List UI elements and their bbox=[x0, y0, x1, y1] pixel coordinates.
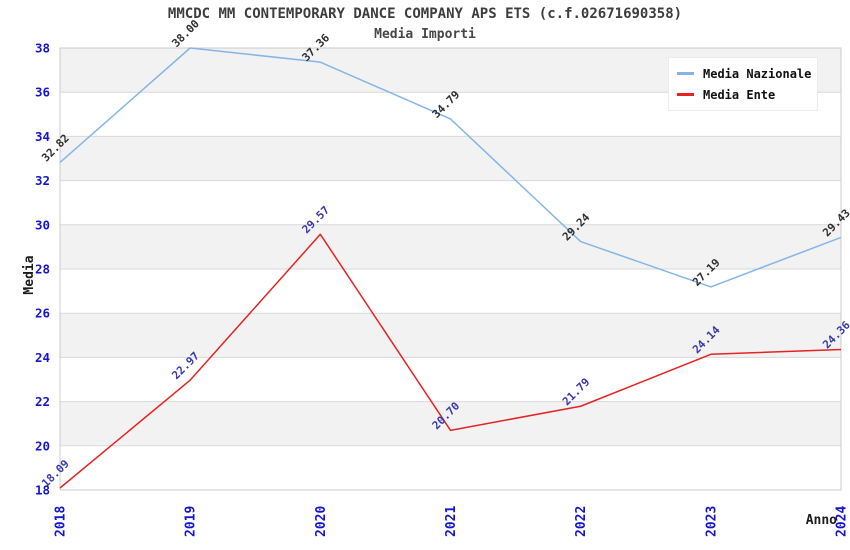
y-tick-label: 30 bbox=[35, 217, 50, 232]
y-tick-label: 26 bbox=[35, 306, 50, 321]
y-tick-label: 36 bbox=[35, 85, 50, 100]
media-nazionale-line-swatch bbox=[677, 72, 694, 75]
x-tick-label: 2021 bbox=[444, 506, 459, 537]
y-tick-label: 22 bbox=[35, 394, 50, 409]
y-tick-label: 20 bbox=[35, 438, 50, 453]
x-tick-label: 2019 bbox=[184, 506, 199, 537]
y-tick-label: 32 bbox=[35, 173, 50, 188]
plot-band bbox=[60, 313, 841, 358]
x-tick-label: 2020 bbox=[314, 506, 329, 537]
plot-border bbox=[59, 47, 842, 491]
x-tick-label: 2022 bbox=[574, 506, 589, 537]
series-line-1 bbox=[59, 233, 842, 489]
legend-item-media-ente: Media Ente bbox=[677, 84, 809, 105]
plot-band bbox=[60, 445, 841, 490]
x-tick-label: 2023 bbox=[704, 506, 719, 537]
plot-band bbox=[60, 269, 841, 314]
x-tick-label: 2018 bbox=[54, 506, 69, 537]
y-tick-label: 24 bbox=[35, 350, 50, 365]
chart-subtitle: Media Importi bbox=[374, 27, 476, 42]
media-ente-line-swatch bbox=[677, 93, 694, 96]
legend-label-media-nazionale: Media Nazionale bbox=[703, 66, 812, 81]
chart-title: MMCDC MM CONTEMPORARY DANCE COMPANY APS … bbox=[167, 6, 683, 22]
plot-band bbox=[60, 224, 841, 269]
x-axis-label: Anno bbox=[806, 513, 837, 528]
x-tick-label: 2024 bbox=[835, 506, 850, 537]
legend: Media Nazionale Media Ente bbox=[668, 57, 818, 111]
y-tick-label: 28 bbox=[35, 262, 50, 277]
data-label: 38.00 bbox=[169, 17, 202, 50]
plot-band bbox=[60, 401, 841, 446]
plot-band bbox=[60, 136, 841, 181]
y-tick-label: 34 bbox=[35, 129, 50, 144]
y-tick-label: 38 bbox=[35, 41, 50, 56]
y-tick-label: 18 bbox=[35, 483, 50, 498]
y-axis-label: Media bbox=[22, 255, 37, 294]
legend-label-media-ente: Media Ente bbox=[703, 87, 776, 102]
plot-band bbox=[60, 180, 841, 225]
series-line-0 bbox=[59, 47, 842, 288]
legend-item-media-nazionale: Media Nazionale bbox=[677, 63, 812, 84]
